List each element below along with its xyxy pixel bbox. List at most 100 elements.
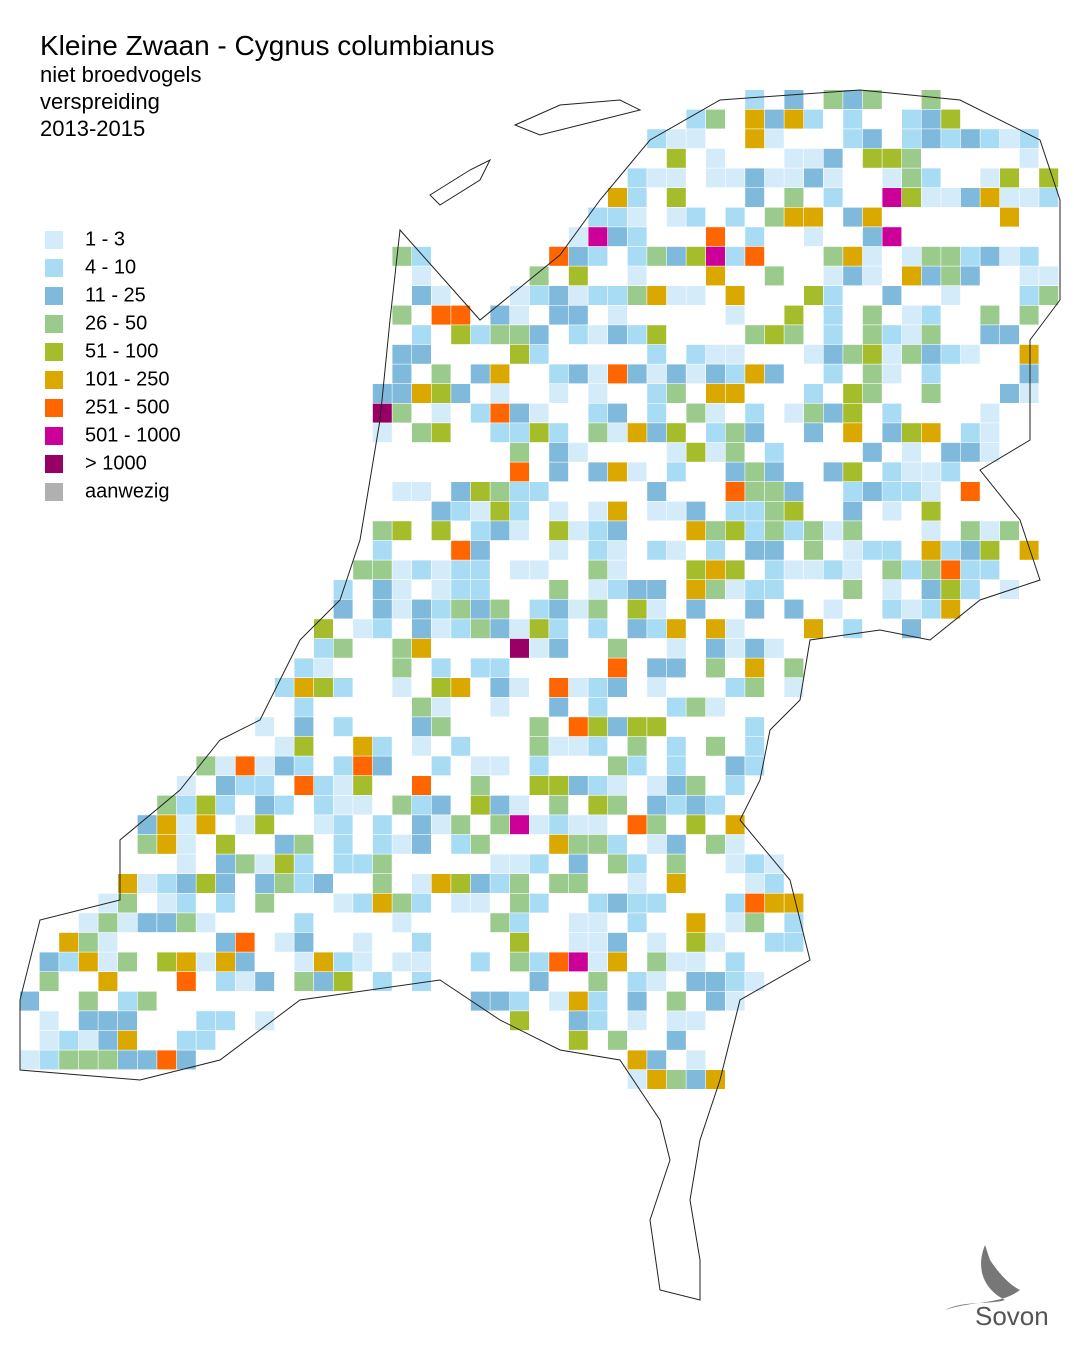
legend-label: 26 - 50 [85,312,147,334]
grid-cell [902,188,921,207]
grid-cell [490,678,510,697]
grid-cell [706,991,725,1011]
grid-cell [960,344,980,364]
grid-cell [647,717,667,737]
grid-cell [686,1070,706,1089]
grid-cell [568,717,588,737]
grid-cell [843,109,863,129]
grid-cell [392,638,412,658]
grid-cell [627,207,647,227]
grid-cell [431,364,451,384]
grid-cell [647,932,667,952]
grid-cell [412,795,431,815]
grid-cell [568,776,588,795]
grid-cell [608,678,627,697]
grid-cell [882,599,902,619]
grid-cell [392,384,412,403]
grid-cell [941,442,961,462]
grid-cell [882,325,902,345]
grid-cell [647,384,667,403]
grid-cell [431,756,451,776]
grid-cell [725,207,745,227]
grid-cell [568,834,588,854]
grid-cell [608,227,627,247]
grid-cell [588,560,608,580]
grid-cell [862,384,882,403]
grid-cell [353,619,373,639]
grid-cell [314,658,333,678]
grid-cell [745,658,765,678]
grid-cell [490,599,510,619]
grid-cell [470,403,490,423]
grid-cell [588,678,608,697]
grid-cell [294,874,314,893]
grid-cell [157,834,177,854]
grid-cell [608,540,627,560]
subtitle: 2013-2015 [40,116,145,141]
grid-cell [431,874,451,893]
grid-cell [745,678,765,697]
grid-cell [588,795,608,815]
grid-cell [745,736,765,756]
grid-cell [235,854,255,874]
grid-cell [745,501,765,521]
grid-cell [353,795,373,815]
grid-cell [686,580,706,599]
grid-cell [941,188,961,207]
grid-cell [941,344,961,364]
grid-cell [627,1050,647,1070]
grid-cell [490,874,510,893]
grid-cell [647,1070,667,1089]
grid-cell [706,344,725,364]
grid-cell [412,815,431,835]
grid-cell [372,972,392,991]
grid-cell [568,815,588,835]
grid-cell [1019,364,1039,384]
grid-cell [706,109,725,129]
grid-cell [490,854,510,874]
grid-cell [666,364,686,384]
grid-cell [157,815,177,835]
grid-cell [588,403,608,423]
legend-label: aanwezig [85,480,170,502]
grid-cell [608,188,627,207]
grid-cell [686,913,706,933]
grid-cell [294,776,314,795]
grid-cell [372,834,392,854]
grid-cell [862,266,882,286]
grid-cell [549,638,569,658]
grid-cell [666,1030,686,1050]
grid-cell [392,658,412,678]
grid-cell [960,129,980,149]
grid-cell [921,521,941,541]
grid-cell [627,815,647,835]
grid-cell [490,403,510,423]
grid-cell [764,854,784,874]
grid-cell [608,932,627,952]
grid-cell [862,344,882,364]
grid-cell [490,325,510,345]
grid-cell [568,521,588,541]
grid-cell [157,893,177,913]
grid-cell [725,991,745,1011]
grid-cell [510,325,529,345]
grid-cell [902,325,921,345]
grid-cell [372,756,392,776]
grid-cell [666,129,686,149]
grid-cell [392,913,412,933]
grid-cell [274,834,294,854]
grid-cell [588,501,608,521]
grid-cell [176,913,196,933]
grid-cell [412,384,431,403]
grid-cell [588,364,608,384]
grid-cell [823,266,843,286]
grid-cell [627,325,647,345]
grid-cell [451,834,471,854]
grid-cell [333,599,353,619]
grid-cell [118,913,137,933]
grid-cell [294,756,314,776]
grid-cell [529,756,549,776]
grid-cell [392,893,412,913]
grid-cell [568,286,588,305]
grid-cell [666,501,686,521]
